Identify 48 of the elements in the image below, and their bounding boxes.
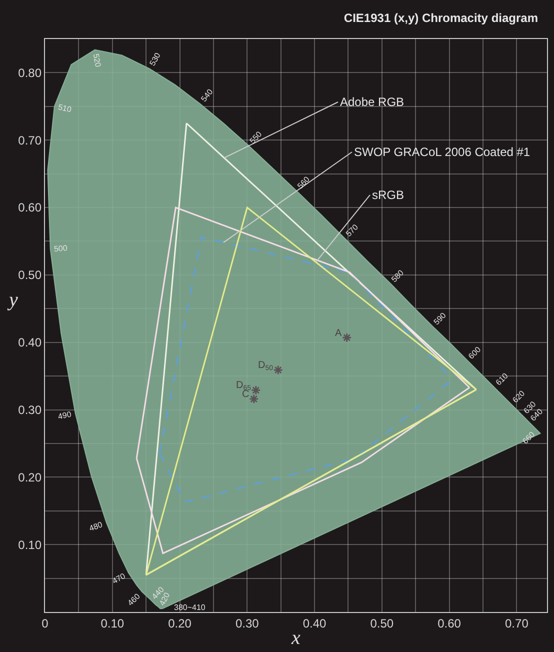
annotation: 500	[54, 243, 68, 254]
y-tick-label: 0.40	[18, 336, 42, 350]
annotation: 550	[248, 129, 264, 146]
annotation: 530	[148, 50, 163, 68]
annotation: 460	[126, 592, 142, 608]
y-tick-label: 0.20	[18, 470, 42, 484]
x-tick-label: 0.20	[168, 616, 192, 630]
y-tick-label: 0.50	[18, 268, 42, 282]
text: sRGB	[372, 188, 404, 202]
annotation: 520	[91, 52, 103, 68]
annotation: 590	[432, 310, 448, 327]
annotation: 540	[199, 87, 216, 104]
point	[273, 365, 284, 375]
text: SWOP GRACoL 2006 Coated #1	[354, 145, 530, 159]
annotation: 560	[296, 174, 312, 191]
x-tick-label: 0.10	[100, 616, 124, 630]
chart-title: CIE1931 (x,y) Chromacity diagram	[344, 11, 538, 26]
point	[342, 332, 352, 343]
text: Adobe RGB	[340, 95, 404, 109]
annotation: C	[242, 389, 250, 400]
y-tick-label: 0.10	[18, 538, 42, 552]
annotation: 620	[510, 388, 527, 405]
x-tick-label: 0.40	[302, 616, 327, 630]
annotation: 600	[466, 344, 483, 361]
annotation: A	[335, 328, 342, 339]
annotation: 490	[57, 410, 73, 422]
annotation: 580	[390, 268, 406, 284]
y-axis-title: y	[7, 289, 18, 311]
point	[248, 394, 259, 404]
annotation: 610	[494, 370, 510, 388]
annotation: 480	[88, 520, 104, 534]
annotation: 380~410	[174, 603, 206, 612]
annotation: 570	[344, 222, 360, 238]
y-tick-label: 0.30	[18, 402, 42, 417]
x-tick-label: 0	[42, 616, 49, 630]
point	[251, 385, 261, 396]
annotation: 470	[110, 571, 128, 586]
x-tick-label: 0.70	[505, 616, 529, 630]
y-tick-label: 0.60	[18, 200, 42, 215]
x-tick-label: 0.60	[438, 616, 462, 630]
annotation: D$_{50}$	[258, 360, 274, 372]
y-tick-label: 0.80	[18, 66, 42, 80]
y-tick-label: 0.70	[18, 133, 42, 148]
x-tick-label: 0.30	[235, 616, 260, 630]
x-tick-label: 0.50	[370, 616, 394, 630]
annotation: 660	[520, 430, 537, 446]
annotation: 510	[57, 102, 73, 114]
x-axis-title: x	[290, 627, 301, 649]
